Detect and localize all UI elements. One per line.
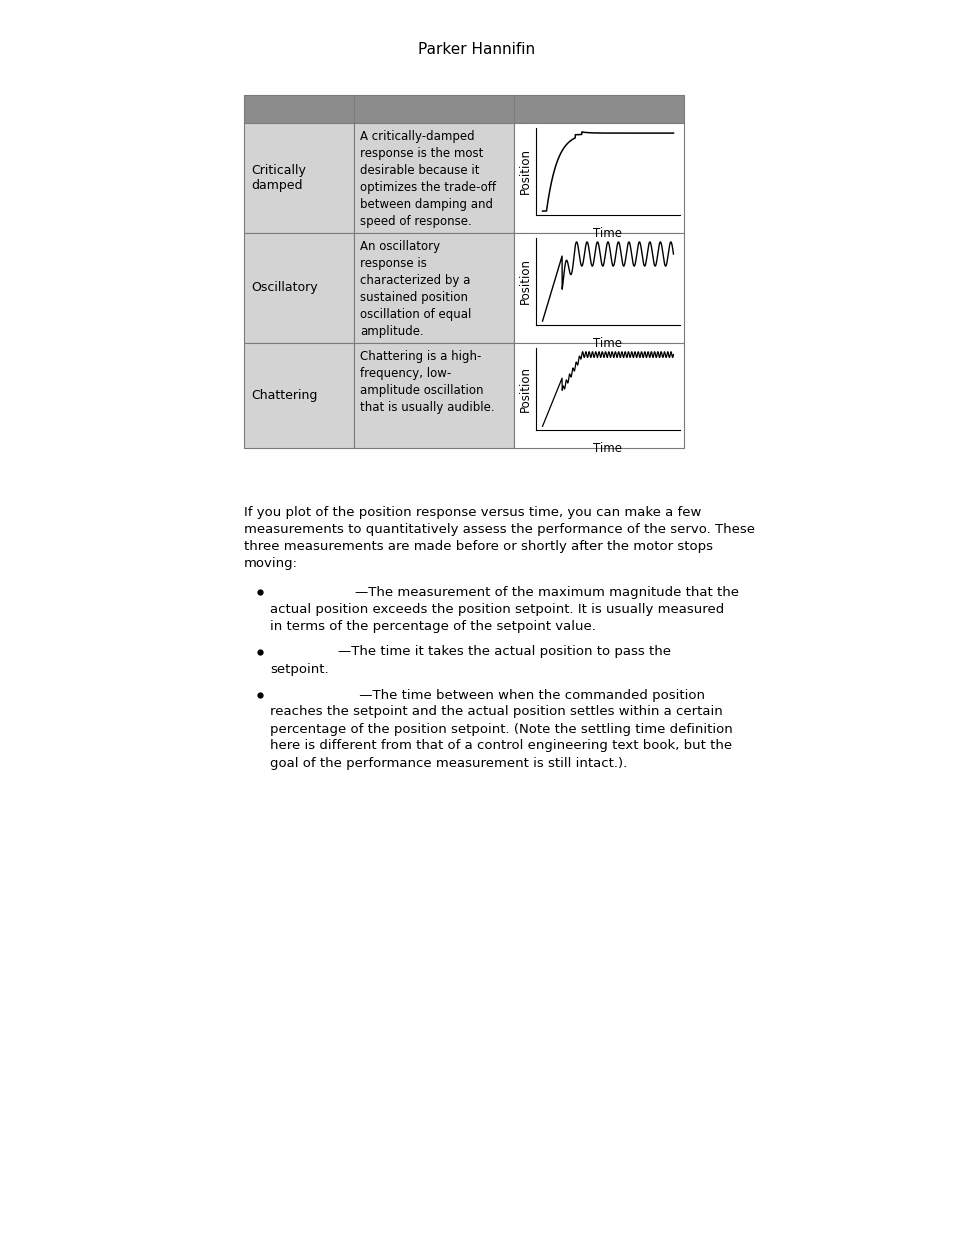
- Text: An oscillatory
response is
characterized by a
sustained position
oscillation of : An oscillatory response is characterized…: [359, 240, 471, 338]
- Bar: [244, 233, 354, 343]
- Text: —The time between when the commanded position
reaches the setpoint and the actua: —The time between when the commanded pos…: [270, 688, 732, 769]
- Text: Oscillatory: Oscillatory: [251, 282, 317, 294]
- Text: Parker Hannifin: Parker Hannifin: [418, 42, 535, 58]
- Bar: [354, 343, 514, 448]
- Text: Position: Position: [518, 148, 531, 194]
- Text: Position: Position: [518, 366, 531, 412]
- Bar: [514, 124, 683, 233]
- Text: Position: Position: [518, 258, 531, 305]
- Bar: [514, 343, 683, 448]
- Text: Time: Time: [593, 337, 622, 350]
- Text: Time: Time: [593, 227, 622, 240]
- Bar: [244, 95, 354, 124]
- Text: Chattering is a high-
frequency, low-
amplitude oscillation
that is usually audi: Chattering is a high- frequency, low- am…: [359, 350, 494, 414]
- Text: Critically
damped: Critically damped: [251, 164, 306, 191]
- Text: A critically-damped
response is the most
desirable because it
optimizes the trad: A critically-damped response is the most…: [359, 130, 496, 228]
- Bar: [514, 233, 683, 343]
- Text: Chattering: Chattering: [251, 389, 317, 403]
- Bar: [354, 124, 514, 233]
- Bar: [244, 124, 354, 233]
- Bar: [244, 343, 354, 448]
- Bar: [354, 233, 514, 343]
- Text: Time: Time: [593, 442, 622, 454]
- Text: —The time it takes the actual position to pass the
setpoint.: —The time it takes the actual position t…: [270, 646, 670, 676]
- Bar: [354, 95, 514, 124]
- Text: If you plot of the position response versus time, you can make a few
measurement: If you plot of the position response ver…: [244, 506, 754, 571]
- Text: —The measurement of the maximum magnitude that the
actual position exceeds the p: —The measurement of the maximum magnitud…: [270, 585, 739, 634]
- Bar: [514, 95, 683, 124]
